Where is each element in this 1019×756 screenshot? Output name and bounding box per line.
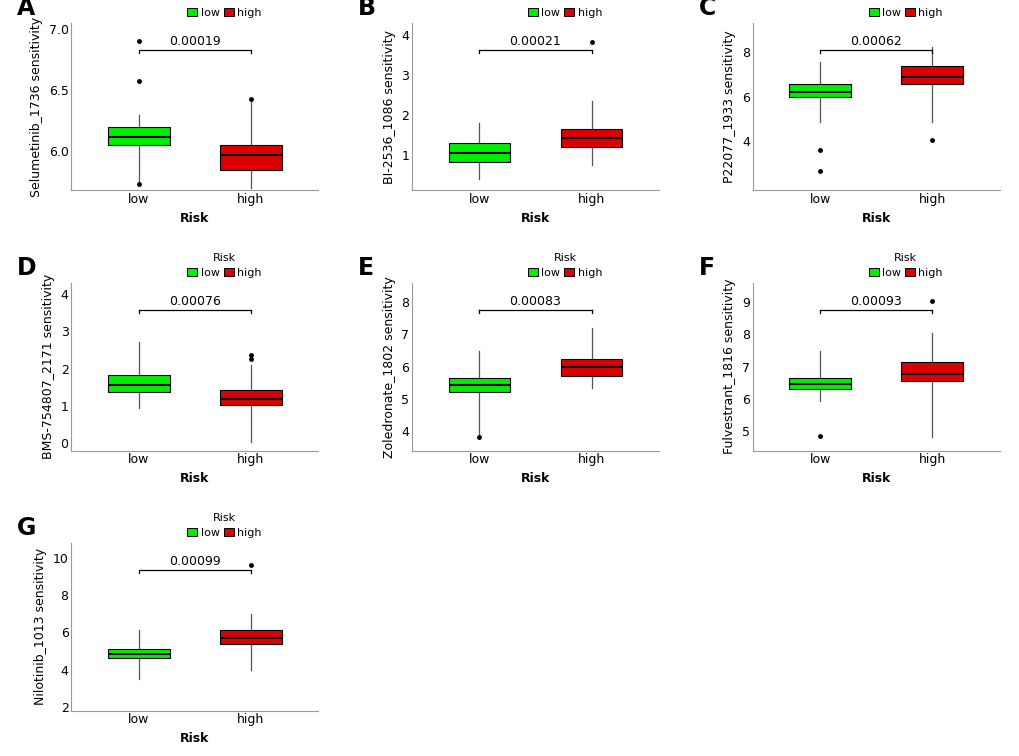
Y-axis label: P22077_1933 sensitivity: P22077_1933 sensitivity bbox=[722, 30, 736, 183]
Text: 0.00062: 0.00062 bbox=[850, 35, 901, 48]
Bar bbox=[448, 144, 510, 162]
Y-axis label: BI-2536_1086 sensitivity: BI-2536_1086 sensitivity bbox=[382, 29, 395, 184]
Legend: low, high: low, high bbox=[867, 252, 943, 279]
Text: F: F bbox=[698, 256, 714, 280]
Legend: low, high: low, high bbox=[527, 0, 602, 19]
Bar bbox=[220, 631, 281, 644]
Legend: low, high: low, high bbox=[186, 0, 262, 19]
Y-axis label: Fulvestrant_1816 sensitivity: Fulvestrant_1816 sensitivity bbox=[722, 279, 736, 454]
Text: C: C bbox=[698, 0, 715, 20]
Text: G: G bbox=[17, 516, 37, 540]
X-axis label: Risk: Risk bbox=[861, 472, 890, 485]
Y-axis label: BMS-754807_2171 sensitivity: BMS-754807_2171 sensitivity bbox=[42, 274, 55, 460]
Text: D: D bbox=[17, 256, 37, 280]
Bar bbox=[448, 378, 510, 392]
Bar bbox=[220, 145, 281, 169]
Text: B: B bbox=[358, 0, 375, 20]
Y-axis label: Zoledronate_1802 sensitivity: Zoledronate_1802 sensitivity bbox=[382, 276, 395, 457]
X-axis label: Risk: Risk bbox=[521, 472, 549, 485]
Text: 0.00076: 0.00076 bbox=[169, 295, 220, 308]
Text: 0.00093: 0.00093 bbox=[850, 295, 901, 308]
X-axis label: Risk: Risk bbox=[180, 732, 209, 745]
Text: E: E bbox=[358, 256, 374, 280]
Y-axis label: Nilotinib_1013 sensitivity: Nilotinib_1013 sensitivity bbox=[35, 548, 47, 705]
Bar bbox=[789, 378, 850, 389]
Bar bbox=[220, 390, 281, 405]
Bar bbox=[901, 67, 962, 84]
X-axis label: Risk: Risk bbox=[180, 472, 209, 485]
Bar bbox=[901, 362, 962, 381]
X-axis label: Risk: Risk bbox=[861, 212, 890, 225]
Bar bbox=[108, 127, 169, 145]
Text: 0.00083: 0.00083 bbox=[510, 295, 560, 308]
Legend: low, high: low, high bbox=[186, 252, 262, 279]
Bar bbox=[560, 129, 622, 147]
Text: A: A bbox=[17, 0, 36, 20]
Bar bbox=[789, 84, 850, 97]
Legend: low, high: low, high bbox=[186, 512, 262, 539]
Y-axis label: Selumetinib_1736 sensitivity: Selumetinib_1736 sensitivity bbox=[30, 17, 43, 197]
Legend: low, high: low, high bbox=[527, 252, 602, 279]
Text: 0.00021: 0.00021 bbox=[510, 35, 560, 48]
X-axis label: Risk: Risk bbox=[521, 212, 549, 225]
Bar bbox=[560, 358, 622, 376]
Text: 0.00099: 0.00099 bbox=[169, 555, 220, 568]
Legend: low, high: low, high bbox=[867, 0, 943, 19]
Bar bbox=[108, 649, 169, 658]
Bar bbox=[108, 375, 169, 392]
X-axis label: Risk: Risk bbox=[180, 212, 209, 225]
Text: 0.00019: 0.00019 bbox=[169, 35, 220, 48]
